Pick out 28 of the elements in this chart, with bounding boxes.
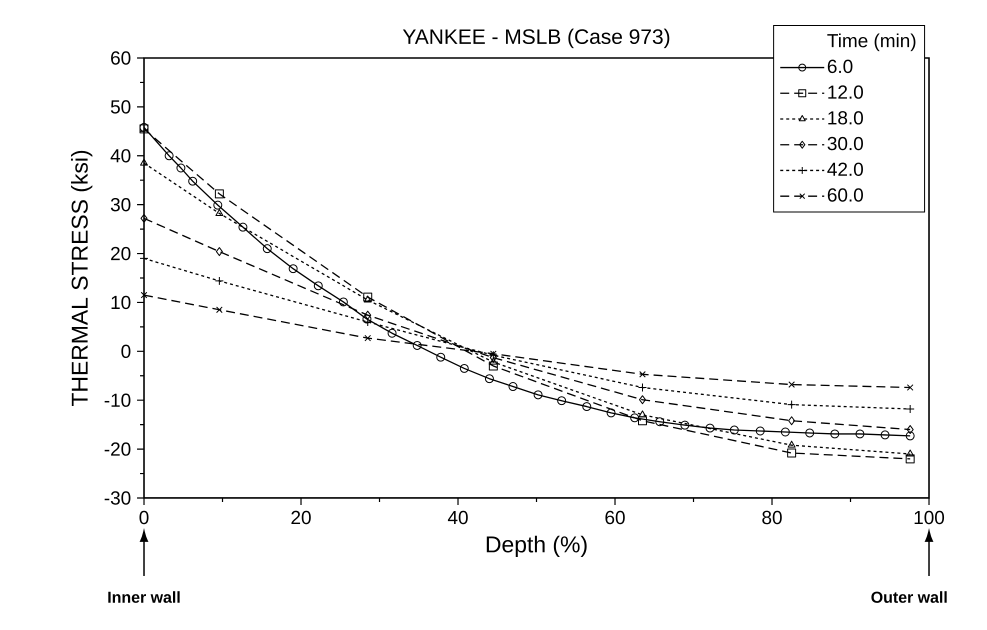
y-tick-label: 40 xyxy=(110,149,130,162)
chart-title: YANKEE - MSLB (Case 973) xyxy=(402,28,670,48)
text: Outer wall xyxy=(871,591,947,603)
legend-label: 42.0 xyxy=(827,162,863,176)
y-tick-label: 60 xyxy=(111,51,130,65)
y-tick-label: 10 xyxy=(112,296,130,310)
x-tick-label: 20 xyxy=(291,510,311,524)
y-tick-label: 30 xyxy=(110,198,130,212)
y-tick-label: -30 xyxy=(104,491,130,505)
y-tick-label: 20 xyxy=(111,246,130,260)
y-tick-label: -20 xyxy=(104,442,130,456)
legend-label: 12.0 xyxy=(828,85,863,99)
x-tick-label: 80 xyxy=(762,510,782,524)
legend-label: 60.0 xyxy=(828,188,863,202)
x-tick-label: 40 xyxy=(448,510,468,524)
x-tick-label: 100 xyxy=(914,510,944,524)
x-tick-label: 60 xyxy=(605,510,625,524)
legend-label: 18.0 xyxy=(828,111,863,125)
y-tick-label: -10 xyxy=(104,394,130,407)
y-tick-label: 0 xyxy=(121,344,130,358)
text: Inner wall xyxy=(108,591,180,603)
x-tick-label: 0 xyxy=(139,510,149,524)
legend-label: 6.0 xyxy=(828,60,852,74)
y-tick-label: 50 xyxy=(110,100,130,114)
x-axis-title: Depth (%) xyxy=(486,536,587,558)
legend-title: Time (min) xyxy=(827,33,916,52)
y-axis-title: THERMAL STRESS (ksi) xyxy=(70,150,92,406)
legend-label: 30.0 xyxy=(828,136,863,150)
